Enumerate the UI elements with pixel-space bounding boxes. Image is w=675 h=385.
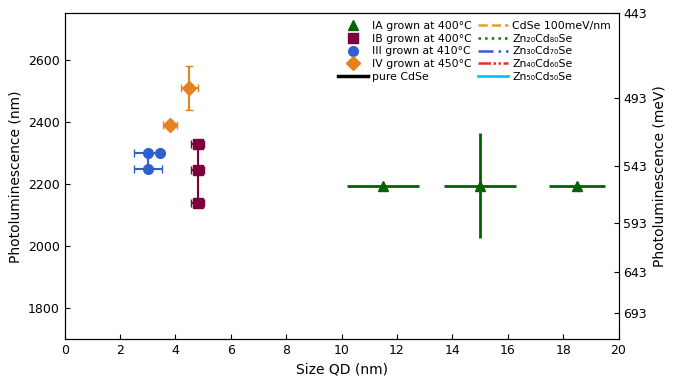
Legend: IA grown at 400°C, IB grown at 400°C, III grown at 410°C, IV grown at 450°C, pur: IA grown at 400°C, IB grown at 400°C, II… [335, 19, 613, 84]
Y-axis label: Photoluminescence (nm): Photoluminescence (nm) [8, 90, 22, 263]
Y-axis label: Photoluminescence (meV): Photoluminescence (meV) [653, 85, 667, 267]
X-axis label: Size QD (nm): Size QD (nm) [296, 363, 387, 377]
